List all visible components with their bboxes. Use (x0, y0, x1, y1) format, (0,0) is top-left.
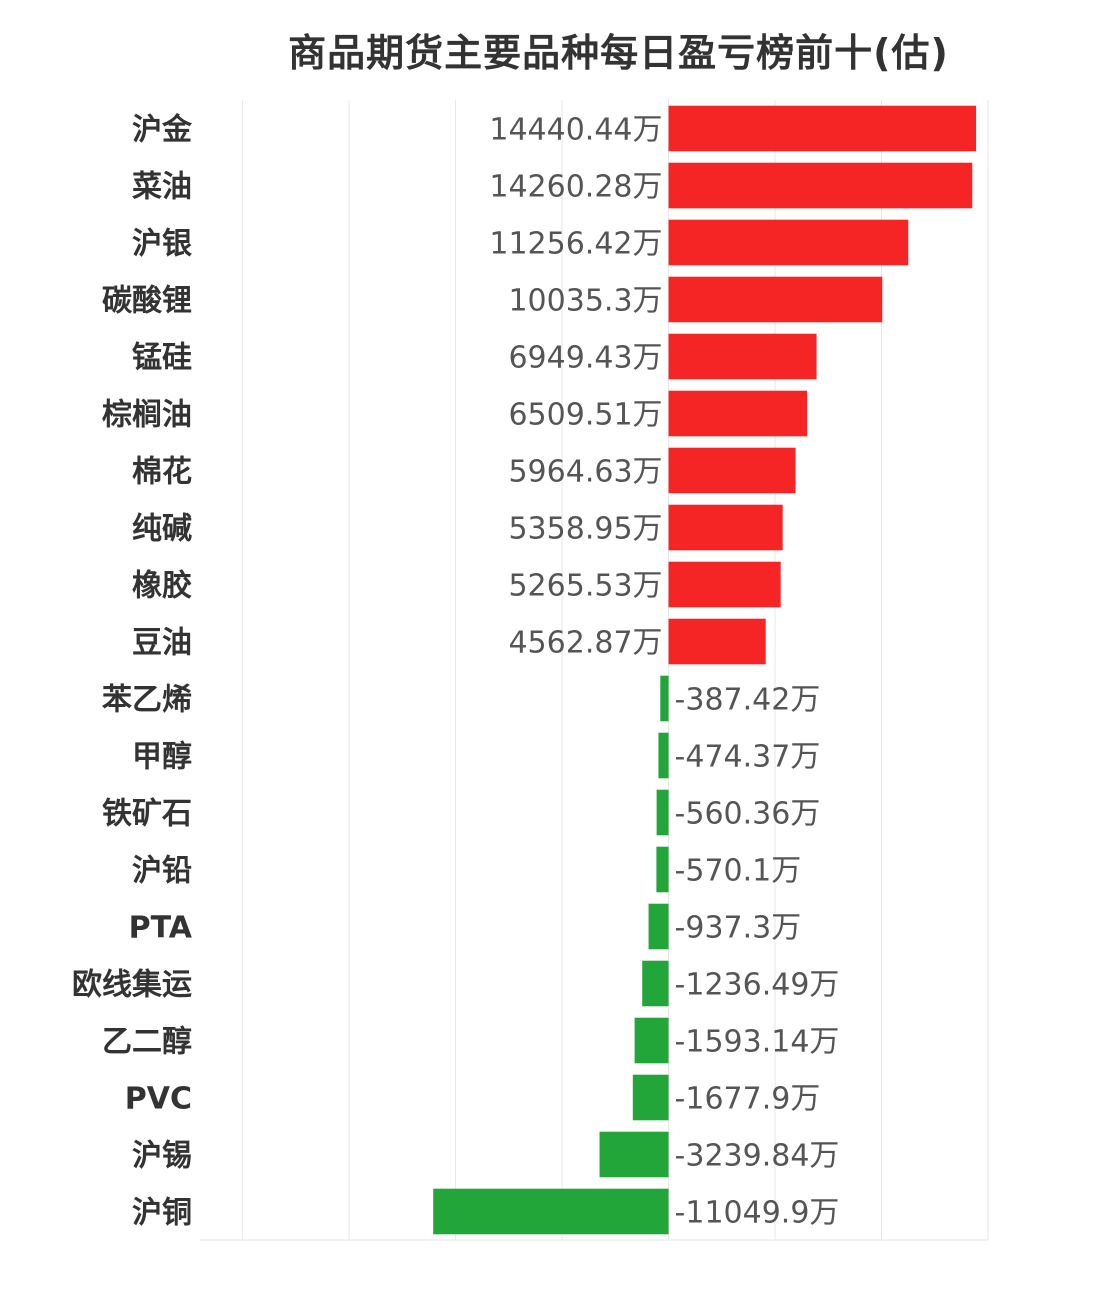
category-label: 乙二醇 (102, 1025, 192, 1060)
bar (656, 789, 669, 836)
bar (642, 960, 669, 1007)
category-label: 甲醇 (132, 740, 192, 775)
value-label: -11049.9万 (675, 1196, 840, 1231)
value-label: 4562.87万 (508, 626, 662, 661)
chart-title: 商品期货主要品种每日盈亏榜前十(估) (288, 31, 949, 75)
bar (648, 903, 669, 950)
bar (668, 618, 766, 665)
value-label: -560.36万 (675, 797, 821, 832)
value-label: 5964.63万 (508, 455, 662, 490)
bar (632, 1074, 669, 1121)
bar (668, 105, 977, 152)
bar (658, 732, 669, 779)
value-label: -474.37万 (675, 740, 821, 775)
category-label: 橡胶 (132, 569, 192, 604)
category-label: 碳酸锂 (102, 284, 192, 319)
value-label: 11256.42万 (489, 227, 662, 262)
category-label: 铁矿石 (102, 797, 192, 832)
bar (668, 219, 909, 266)
bar (599, 1131, 669, 1178)
value-label: 5358.95万 (508, 512, 662, 547)
bar (660, 675, 669, 722)
category-label: PTA (129, 911, 193, 946)
value-label: -387.42万 (675, 683, 821, 718)
category-label: 锰硅 (132, 341, 192, 376)
bar (668, 276, 883, 323)
category-label: 沪锡 (132, 1139, 192, 1174)
category-label: 棉花 (132, 455, 192, 490)
category-label: 纯碱 (132, 512, 192, 547)
value-label: -1236.49万 (675, 968, 840, 1003)
bar (668, 504, 783, 551)
value-label: -1677.9万 (675, 1082, 821, 1117)
category-label: 棕榈油 (102, 398, 192, 433)
category-label: PVC (125, 1082, 192, 1117)
category-label: 沪银 (132, 227, 192, 262)
value-label: 14440.44万 (489, 113, 662, 148)
bar (668, 561, 781, 608)
category-label: 菜油 (132, 170, 192, 205)
value-label: -1593.14万 (675, 1025, 840, 1060)
value-label: 14260.28万 (489, 170, 662, 205)
bar (668, 447, 796, 494)
value-label: -3239.84万 (675, 1139, 840, 1174)
category-label: 豆油 (132, 626, 192, 661)
bar (433, 1188, 669, 1235)
category-label: 沪铜 (132, 1196, 192, 1231)
category-label: 沪铅 (132, 854, 192, 889)
value-label: 10035.3万 (508, 284, 662, 319)
category-label: 苯乙烯 (102, 683, 192, 718)
bar (668, 390, 808, 437)
category-label: 沪金 (132, 113, 193, 148)
bar (656, 846, 669, 893)
category-label: 欧线集运 (72, 968, 192, 1003)
bar (634, 1017, 669, 1064)
bar (668, 162, 973, 209)
value-label: 6949.43万 (508, 341, 662, 376)
value-label: 5265.53万 (508, 569, 662, 604)
bar (668, 333, 817, 380)
value-label: -570.1万 (675, 854, 802, 889)
value-label: 6509.51万 (508, 398, 662, 433)
value-label: -937.3万 (675, 911, 802, 946)
